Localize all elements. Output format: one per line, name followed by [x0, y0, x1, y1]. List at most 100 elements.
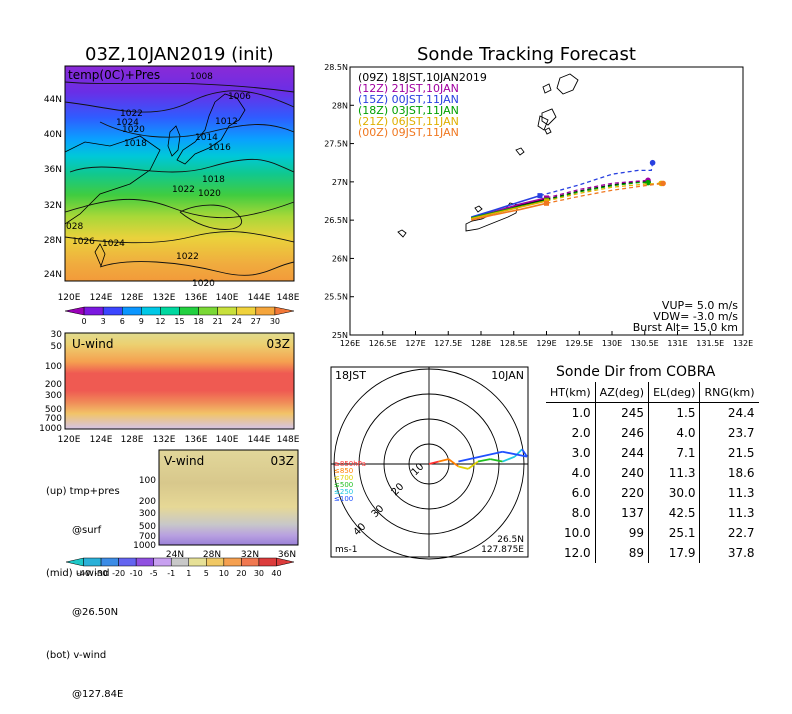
isobars	[64, 81, 295, 276]
uwind-x-tick: 140E	[216, 435, 239, 445]
colorbar-tick: 24	[232, 317, 242, 324]
note-up-sub: @surf	[72, 525, 102, 536]
colorbar-tick: 27	[251, 317, 261, 324]
map-x-tick: 132E	[153, 293, 176, 303]
colorbar-swatch	[118, 557, 137, 567]
vwind-x-tick: 24N	[166, 550, 184, 560]
colorbar-tick: -5	[150, 569, 158, 578]
colorbar-swatch	[160, 306, 180, 316]
map-x-tick: 148E	[277, 293, 300, 303]
colorbar-swatch	[198, 306, 218, 316]
y-tick-label: 25N	[332, 331, 348, 340]
legend-entry: (09Z) 18JST,10JAN2019	[358, 71, 487, 84]
hodo-segment	[458, 450, 503, 463]
map-x-tick: 136E	[185, 293, 208, 303]
table-cell: 137	[594, 503, 649, 523]
vwind-y-tick: 700	[139, 532, 156, 542]
table-cell: 21.5	[699, 443, 759, 463]
uwind-time: 03Z	[267, 337, 291, 351]
table-cell: 23.7	[699, 423, 759, 443]
uwind-x-tick: 128E	[121, 435, 144, 445]
colorbar-swatch	[122, 306, 142, 316]
uwind-x-tick: 120E	[58, 435, 81, 445]
vwind-y-ticks: 100 200 300 500 700 1000	[133, 476, 156, 551]
hodograph-frame	[330, 366, 529, 558]
isobar-label: 1014	[195, 133, 218, 143]
table-cell: 37.8	[699, 543, 759, 563]
vwind-y-tick: 1000	[133, 541, 156, 551]
coastlines	[397, 73, 579, 238]
hodo-segment	[428, 460, 440, 465]
hodo-segment	[467, 460, 479, 470]
uwind-y-tick: 100	[45, 362, 62, 372]
x-tick-label: 126E	[340, 339, 360, 348]
table-cell: 1.0	[571, 406, 591, 420]
colorbar-swatch	[217, 306, 237, 316]
hodo-lat: 26.5N	[497, 535, 524, 545]
hodo-segment	[521, 448, 528, 458]
amami-coast	[556, 73, 579, 95]
isobar-label: 1016	[208, 143, 231, 153]
tracking-legend: (09Z) 18JST,10JAN2019(12Z) 21JST,10JAN(1…	[358, 71, 487, 139]
kerama-coast	[397, 229, 407, 238]
hodo-segment	[514, 448, 523, 458]
sonde-table-wrap: HT(km) AZ(deg) EL(deg) RNG(km) 1.0 245 1.5…	[546, 382, 759, 563]
x-tick-label: 128.5E	[500, 339, 528, 348]
hodo-legend-entry: ≤700	[334, 474, 353, 482]
uwind-x-tick: 124E	[90, 435, 113, 445]
vwind-x-tick: 28N	[203, 550, 221, 560]
table-cell: 42.5	[648, 503, 700, 523]
uwind-x-ticks: 120E 124E 128E 132E 136E 140E 144E 148E	[58, 435, 300, 445]
colorbar-tick: 1	[186, 569, 191, 578]
uwind-y-tick: 500	[45, 405, 62, 415]
y-tick-label: 27N	[332, 178, 348, 187]
series-line-dashed	[546, 181, 649, 201]
column-header: EL(deg)	[648, 382, 700, 403]
uwind-label: U-wind	[72, 337, 113, 351]
uwind-x-tick: 148E	[277, 435, 300, 445]
colorbar-swatch	[255, 306, 276, 316]
series-line	[470, 202, 547, 221]
taiwan-coast	[94, 243, 106, 268]
colorbar-swatch	[274, 306, 295, 316]
colorbar-tick: -1	[167, 569, 175, 578]
isobar-label: 1006	[228, 92, 251, 102]
table-cell: 89	[594, 543, 649, 563]
colorbar-swatch	[258, 557, 277, 567]
kikai-coast	[544, 127, 552, 135]
table-cell: 24.4	[699, 402, 759, 423]
table-row: 4.0 240 11.3 18.6	[546, 463, 759, 483]
hodo-legend: ≥850hPa≤850≤700≤500≤250≤100	[334, 460, 366, 503]
table-row: 12.0 89 17.9 37.8	[546, 543, 759, 563]
note-mid: (mid) u-wind	[46, 568, 110, 579]
tracking-title: Sonde Tracking Forecast	[417, 44, 636, 65]
tracking-annotations: VUP= 5.0 m/s VDW= -3.0 m/s Burst Alt= 15…	[633, 299, 739, 334]
map-y-tick: 44N	[44, 95, 62, 105]
colorbar-tick: -20	[112, 569, 125, 578]
colorbar-tick: 0	[82, 317, 87, 324]
map-x-tick: 120E	[58, 293, 81, 303]
vwind-panel: V-wind 03Z 100 200 300 500 700 1000 24N …	[133, 449, 299, 560]
legend-entry: (21Z) 06JST,11JAN	[358, 115, 459, 128]
table-cell: 6.0	[571, 486, 591, 500]
isobar-label: 1022	[120, 109, 143, 119]
y-tick-label: 26N	[332, 254, 348, 263]
isobar-label: 1020	[198, 189, 221, 199]
map-x-tick: 140E	[216, 293, 239, 303]
burst-annotation: Burst Alt= 15.0 km	[633, 321, 738, 334]
isobar-label: 1008	[190, 72, 213, 82]
map-title: 03Z,10JAN2019 (init)	[85, 44, 274, 65]
map-y-ticks: 44N 40N 36N 32N 28N 24N	[44, 95, 62, 280]
series-line-dashed	[546, 179, 649, 199]
table-cell: 11.3	[699, 503, 759, 523]
colorbar-swatch	[135, 557, 154, 567]
uwind-y-tick: 700	[45, 414, 62, 424]
hodo-segment	[502, 450, 528, 458]
column-header: HT(km)	[546, 382, 596, 403]
table-cell: 30.0	[648, 483, 700, 503]
uwind-y-tick: 300	[45, 391, 62, 401]
uwind-x-tick: 144E	[248, 435, 271, 445]
hodo-legend-entry: ≥850hPa	[334, 460, 366, 468]
table-cell: 11.3	[699, 483, 759, 503]
table-cell: 244	[594, 443, 649, 463]
